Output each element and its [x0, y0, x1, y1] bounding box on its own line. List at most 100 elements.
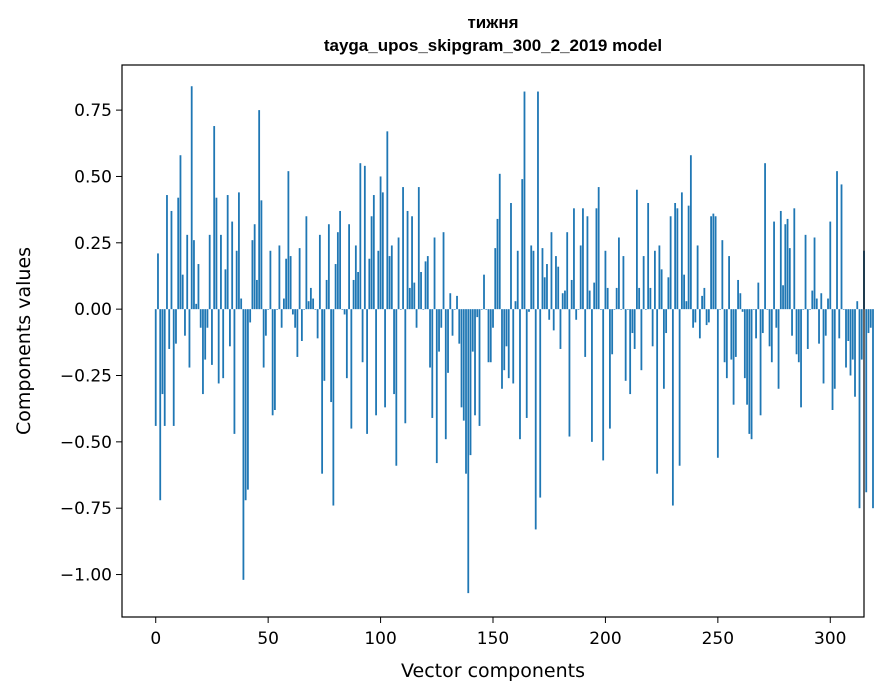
bar — [791, 309, 793, 336]
bar — [671, 309, 674, 506]
bar — [525, 309, 528, 418]
bar — [530, 245, 533, 310]
x-axis-label: Vector components — [401, 660, 585, 682]
bar — [399, 309, 402, 310]
bar — [768, 309, 771, 347]
bar — [235, 250, 238, 310]
bar — [334, 264, 337, 310]
bar — [779, 210, 782, 310]
bar — [653, 250, 656, 310]
bar — [251, 240, 254, 310]
bar — [453, 309, 456, 310]
bar — [265, 309, 267, 336]
bar — [172, 309, 175, 426]
bar — [588, 290, 591, 310]
bar — [458, 309, 461, 344]
bar — [734, 309, 737, 357]
bar — [507, 309, 510, 379]
bar — [442, 232, 445, 310]
bar — [487, 309, 490, 363]
bar — [244, 309, 247, 501]
bar — [476, 309, 479, 318]
bar — [282, 298, 285, 310]
bar — [804, 234, 807, 310]
bar — [755, 309, 757, 339]
bar — [714, 216, 717, 310]
bar — [748, 309, 751, 434]
bar — [827, 298, 829, 310]
bar — [815, 298, 818, 310]
bar — [784, 224, 787, 310]
bar — [656, 309, 659, 474]
bar — [647, 203, 650, 310]
bar — [332, 309, 335, 506]
bar — [289, 256, 292, 310]
bar — [797, 309, 800, 363]
bar — [177, 197, 180, 310]
bar — [381, 192, 384, 310]
bar — [739, 293, 742, 310]
y-tick-label: 0.50 — [74, 167, 112, 187]
bar — [231, 221, 234, 310]
bar — [433, 237, 436, 310]
bar — [438, 309, 440, 352]
bars-group — [154, 86, 874, 594]
bar — [202, 309, 204, 395]
bar — [309, 287, 312, 310]
bar — [782, 285, 784, 310]
bar — [611, 309, 614, 355]
bar — [687, 205, 690, 310]
bar — [154, 309, 157, 426]
bar — [642, 256, 645, 310]
bar — [586, 216, 589, 310]
y-tick-label: 0.00 — [74, 300, 112, 320]
bar — [692, 309, 695, 328]
bar — [354, 245, 357, 310]
bar — [636, 189, 638, 310]
bar — [211, 309, 213, 365]
bar — [424, 261, 427, 310]
bar — [680, 192, 683, 310]
bar — [413, 282, 416, 310]
bar — [233, 309, 236, 434]
bar — [698, 309, 701, 339]
bar — [370, 216, 373, 310]
chart-title-line2: tayga_upos_skipgram_300_2_2019 model — [324, 36, 662, 55]
bar — [737, 279, 739, 310]
bar — [678, 309, 681, 466]
bar — [404, 309, 407, 424]
bar — [199, 309, 202, 328]
bar — [195, 303, 198, 310]
bar — [728, 256, 730, 310]
bar — [818, 309, 820, 344]
bar — [447, 309, 449, 373]
bar — [676, 208, 679, 310]
bar — [492, 309, 494, 328]
bar — [591, 309, 593, 442]
bar — [348, 224, 350, 310]
bar — [716, 309, 719, 458]
bar — [537, 91, 539, 310]
bar — [510, 203, 512, 310]
bar — [858, 309, 861, 509]
bar — [175, 309, 177, 344]
bar — [168, 309, 171, 349]
bar — [523, 91, 526, 310]
bar — [480, 309, 483, 310]
bar — [606, 287, 609, 310]
bar — [541, 248, 544, 310]
bar — [613, 309, 616, 310]
x-tick-label: 50 — [257, 629, 279, 649]
bar — [683, 274, 686, 310]
bar — [557, 266, 560, 310]
bar — [238, 192, 240, 310]
bar — [573, 208, 575, 310]
bar — [806, 309, 809, 349]
bar — [357, 272, 359, 310]
bar — [323, 309, 326, 381]
bar — [415, 309, 418, 328]
bar — [809, 309, 811, 310]
bar — [546, 264, 548, 310]
x-tick-label: 200 — [589, 629, 621, 649]
bar — [575, 309, 578, 320]
